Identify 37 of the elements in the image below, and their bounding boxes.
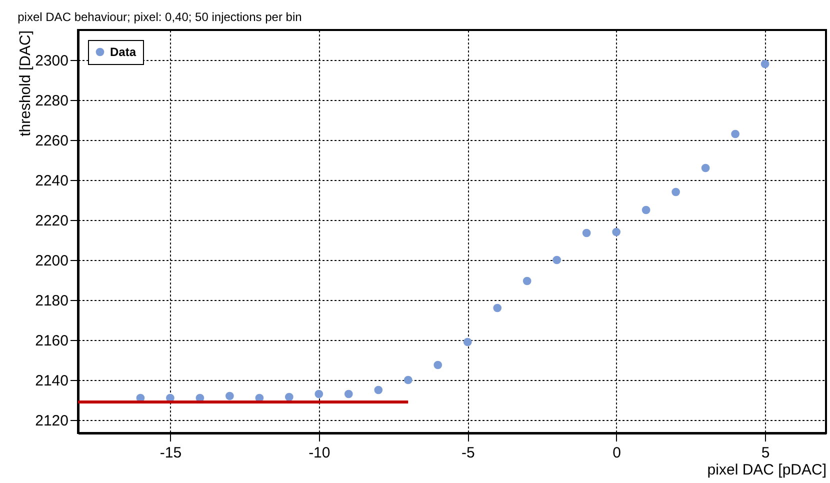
y-tick-label: 2240 [35,172,68,190]
point [701,164,710,172]
y-tick-label: 2200 [35,252,68,270]
point [582,228,591,238]
y-tick-label: 2120 [35,412,68,430]
point [731,130,740,138]
point [404,376,412,384]
x-axis-title: pixel DAC [pDAC] [707,462,826,478]
y-axis-title: threshold [DAC] [17,30,34,136]
x-tick-label: -15 [160,444,182,462]
x-tick-label: 5 [761,444,770,462]
point [612,228,621,236]
x-tick-label: -5 [461,444,475,462]
y-tick-label: 2280 [35,92,68,110]
point [434,360,442,370]
point [284,392,294,402]
x-tick-label: 0 [612,444,621,462]
point [522,276,532,286]
y-tick-label: 2140 [35,372,68,390]
point [314,390,324,398]
point [552,256,562,264]
y-tick-label: 2260 [35,132,68,150]
x-tick-label: -10 [308,444,330,462]
y-tick-label: 2220 [35,212,68,230]
point [672,188,680,196]
y-tick-label: 2160 [35,332,68,350]
point [760,60,770,68]
point [463,338,472,346]
y-tick-label: 2180 [35,292,68,310]
point [493,304,502,312]
point [374,386,383,394]
chart-title: pixel DAC behaviour; pixel: 0,40; 50 injections per bin [18,10,302,24]
y-tick-label: 2300 [35,52,68,70]
point [642,206,650,214]
legend-label: Data [110,45,136,59]
point [344,390,353,398]
point [226,392,234,400]
